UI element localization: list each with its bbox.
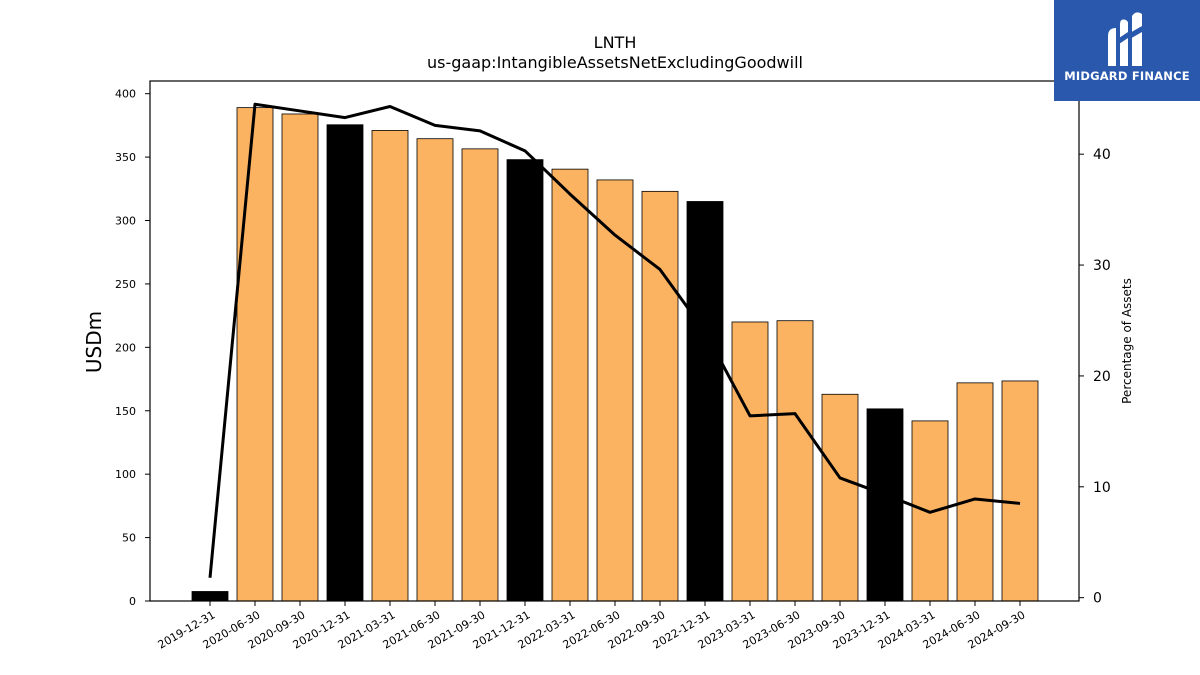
- y-tick-label: 400: [115, 88, 136, 101]
- y-tick-label: 250: [115, 278, 136, 291]
- bar: [461, 148, 499, 602]
- bar: [416, 138, 454, 602]
- bar: [506, 159, 544, 602]
- bar: [236, 107, 274, 602]
- bar: [1001, 380, 1039, 602]
- chart-subtitle: us-gaap:IntangibleAssetsNetExcludingGood…: [427, 53, 803, 72]
- bar: [821, 393, 859, 602]
- y-tick-label: 100: [115, 468, 136, 481]
- bar: [956, 382, 994, 602]
- bar: [191, 591, 229, 602]
- bar: [641, 190, 679, 602]
- line-series: [208, 102, 1021, 578]
- y2-tick-label: 20: [1093, 369, 1111, 385]
- bar: [731, 321, 769, 602]
- y-tick-label: 350: [115, 151, 136, 164]
- y-tick-label: 0: [129, 595, 136, 608]
- y2-tick-label: 30: [1093, 258, 1111, 274]
- y2-tick-label: 40: [1093, 147, 1111, 163]
- y2-tick-label: 0: [1093, 591, 1102, 607]
- bar: [281, 113, 319, 602]
- y-tick-label: 300: [115, 215, 136, 228]
- y2-axis-label: Percentage of Assets: [1120, 278, 1134, 404]
- bar: [596, 179, 634, 602]
- brand-mark-icon: [1108, 12, 1142, 66]
- bar: [686, 201, 724, 602]
- bar: [776, 320, 814, 602]
- brand-logo: MIDGARD FINANCE: [1054, 0, 1200, 101]
- y-tick-label: 50: [122, 532, 136, 545]
- y-tick-label: 150: [115, 405, 136, 418]
- bar: [326, 124, 364, 602]
- chart-title: LNTH: [594, 33, 637, 52]
- y-tick-label: 200: [115, 341, 136, 354]
- brand-name: MIDGARD FINANCE: [1064, 69, 1190, 83]
- bar: [551, 168, 589, 602]
- bar: [371, 130, 409, 602]
- bar: [866, 408, 904, 602]
- y2-tick-label: 10: [1093, 480, 1111, 496]
- y-axis-label: USDm: [82, 311, 106, 373]
